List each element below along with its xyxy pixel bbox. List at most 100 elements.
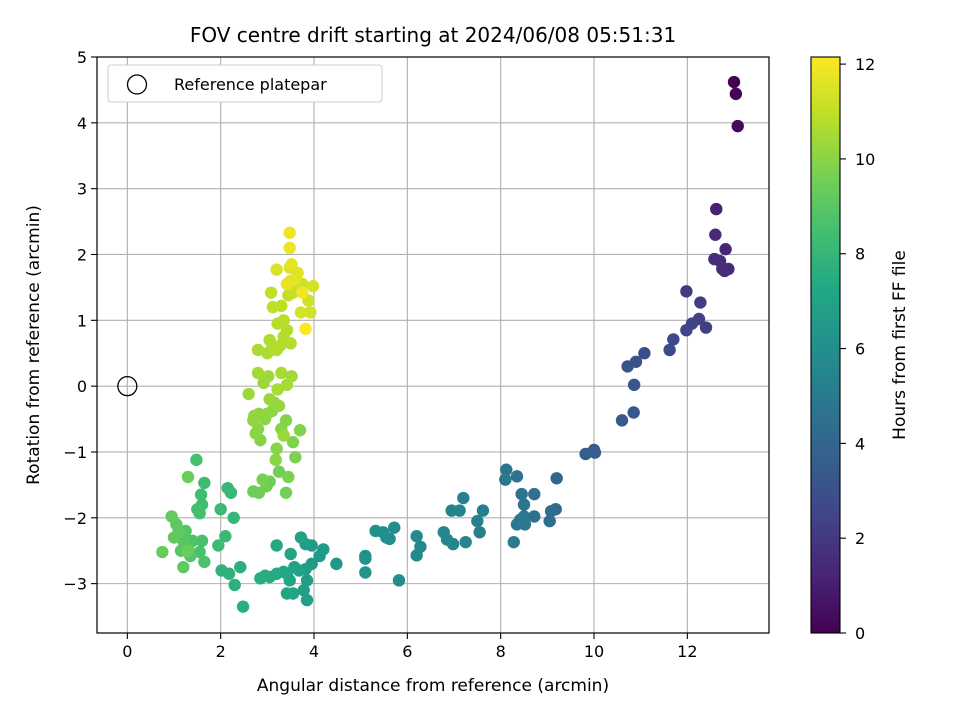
data-point xyxy=(251,343,265,357)
data-point xyxy=(156,545,169,559)
data-point xyxy=(294,306,308,319)
legend-reference-marker xyxy=(126,74,148,95)
data-point xyxy=(544,505,558,518)
data-point xyxy=(263,333,276,347)
data-point xyxy=(262,370,275,383)
data-point xyxy=(272,465,286,478)
data-point xyxy=(270,263,283,276)
y-axis-label: Rotation from reference (arcmin) xyxy=(24,205,44,485)
data-point xyxy=(731,119,744,133)
data-point xyxy=(275,299,288,313)
x-axis-label: Angular distance from reference (arcmin) xyxy=(257,676,609,696)
data-point xyxy=(369,524,382,538)
data-point xyxy=(286,435,300,449)
data-point xyxy=(445,504,458,517)
data-point xyxy=(212,539,225,552)
colorbar-tick-label: 2 xyxy=(855,529,865,548)
data-point xyxy=(663,343,676,357)
data-point xyxy=(181,470,195,484)
data-point xyxy=(228,578,241,592)
data-point xyxy=(271,383,284,396)
data-point xyxy=(638,347,651,360)
x-tick-label: 8 xyxy=(496,642,506,661)
data-point xyxy=(330,557,343,571)
data-point xyxy=(284,547,297,561)
data-point xyxy=(275,366,288,380)
data-point xyxy=(550,472,563,485)
colorbar-tick-label: 8 xyxy=(855,245,865,264)
data-point xyxy=(300,574,314,587)
data-point xyxy=(198,476,211,490)
data-point xyxy=(579,447,592,461)
data-point xyxy=(248,409,261,422)
data-point xyxy=(177,560,190,574)
data-point xyxy=(313,549,326,563)
data-point xyxy=(359,566,372,579)
data-point xyxy=(410,549,423,562)
data-point xyxy=(476,504,490,517)
colorbar-gradient xyxy=(810,56,841,634)
data-point xyxy=(680,323,693,337)
data-point xyxy=(543,514,556,528)
data-point xyxy=(277,314,290,327)
data-point xyxy=(621,360,634,373)
data-point xyxy=(193,545,206,559)
reference-marker-group xyxy=(117,375,138,397)
legend-box xyxy=(107,64,383,103)
data-points xyxy=(156,75,744,613)
data-point xyxy=(588,446,602,459)
data-point xyxy=(499,473,512,486)
data-point xyxy=(713,254,727,268)
y-tick-label: 3 xyxy=(77,180,87,199)
data-point xyxy=(719,243,732,256)
data-point xyxy=(249,427,262,440)
data-point xyxy=(280,323,294,337)
data-point xyxy=(251,366,265,380)
data-point xyxy=(457,491,470,505)
data-point xyxy=(214,503,227,516)
data-point xyxy=(297,584,310,597)
data-point xyxy=(215,564,228,577)
y-tick-label: −2 xyxy=(63,509,87,528)
data-point xyxy=(627,406,640,419)
data-point xyxy=(699,321,713,334)
data-point xyxy=(514,513,527,526)
data-point xyxy=(709,228,722,241)
data-point xyxy=(236,600,250,613)
data-point xyxy=(473,526,486,539)
data-point xyxy=(667,333,680,346)
data-point xyxy=(167,531,181,544)
data-point xyxy=(729,87,743,101)
data-point xyxy=(615,414,629,427)
data-point xyxy=(254,572,267,585)
data-point xyxy=(269,453,282,467)
data-point xyxy=(190,453,203,467)
data-point xyxy=(284,337,297,350)
data-point xyxy=(280,378,294,392)
legend-label: Reference platepar xyxy=(174,75,327,94)
data-point xyxy=(471,514,484,528)
y-tick-label: 0 xyxy=(77,377,87,396)
y-tick-label: 5 xyxy=(77,48,87,67)
data-point xyxy=(437,526,450,539)
data-point xyxy=(710,202,723,216)
data-point xyxy=(359,552,372,565)
colorbar-tick-label: 10 xyxy=(855,150,875,169)
y-tick-label: 4 xyxy=(77,114,87,133)
plot-frame xyxy=(96,56,770,634)
data-point xyxy=(234,560,247,574)
data-point xyxy=(181,544,195,557)
colorbar-tick-label: 6 xyxy=(855,340,865,359)
grid xyxy=(97,56,769,633)
data-point xyxy=(277,429,290,442)
data-point xyxy=(221,481,234,495)
y-axis-ticks: −3 −2 −1 0 1 2 3 4 5 xyxy=(63,48,97,594)
data-point xyxy=(388,521,401,534)
data-point xyxy=(515,487,528,501)
data-point xyxy=(270,442,283,455)
data-point xyxy=(410,530,423,543)
data-point xyxy=(500,463,513,476)
data-point xyxy=(177,534,190,548)
reference-platepar-marker xyxy=(117,375,138,397)
data-point xyxy=(299,322,312,336)
